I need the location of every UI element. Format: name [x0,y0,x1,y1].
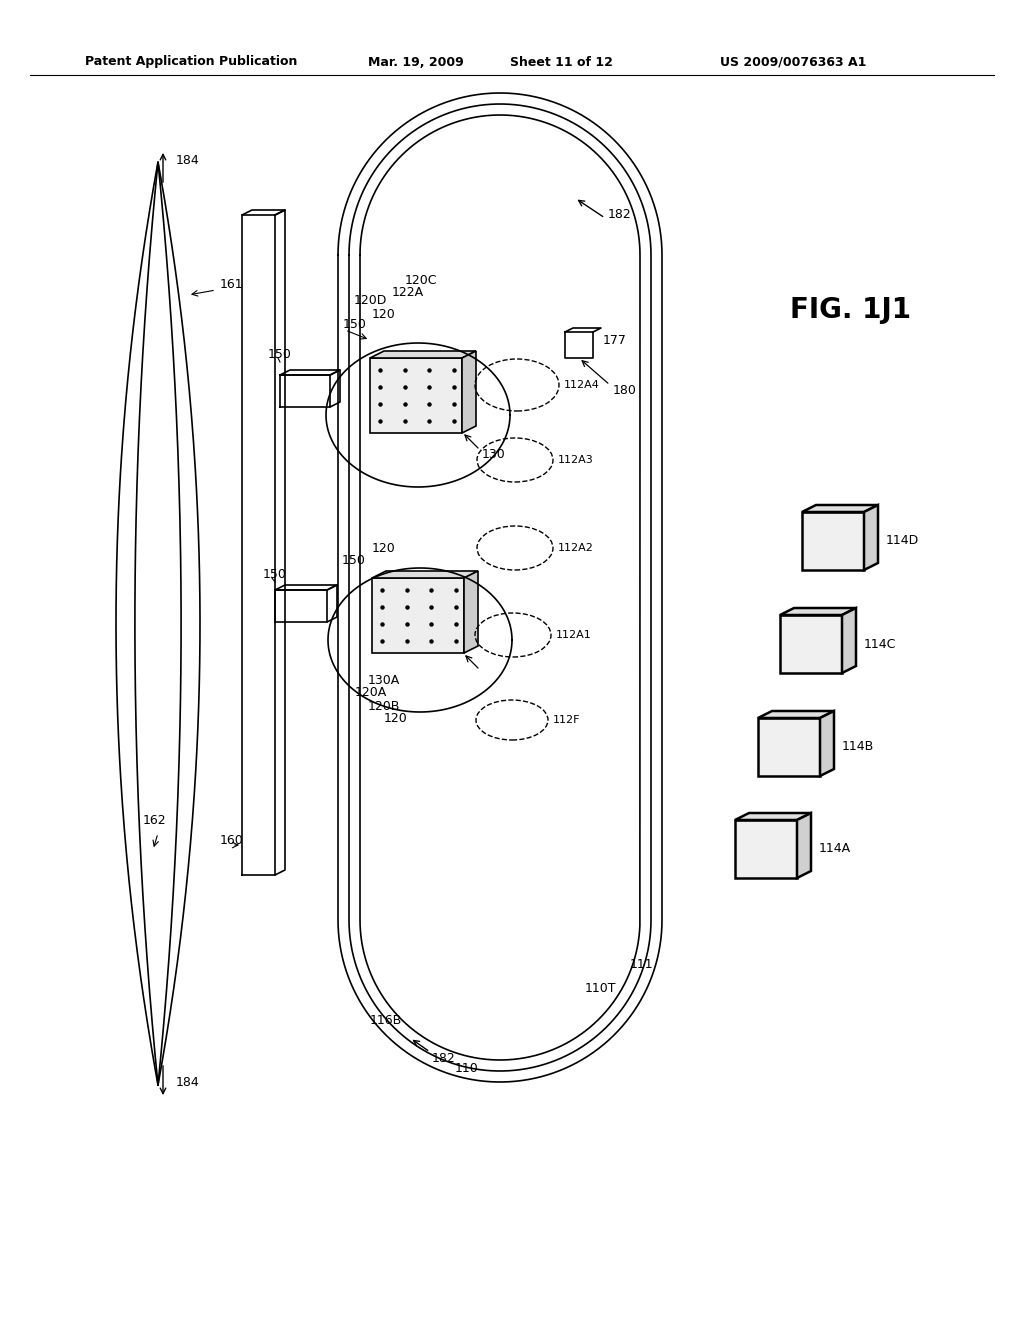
Text: 120: 120 [372,541,395,554]
Text: 120: 120 [384,711,408,725]
Polygon shape [372,578,464,653]
Text: 130: 130 [482,449,506,462]
Text: 110T: 110T [585,982,616,994]
Text: 114B: 114B [842,741,874,754]
Text: FIG. 1J1: FIG. 1J1 [790,296,911,323]
Text: 150: 150 [343,318,367,331]
Text: 112A3: 112A3 [558,455,594,465]
Text: 182: 182 [432,1052,456,1064]
Polygon shape [758,718,820,776]
Text: 111: 111 [630,958,653,972]
Polygon shape [864,506,878,570]
Text: 160: 160 [220,833,244,846]
Text: 120B: 120B [368,700,400,713]
Text: 184: 184 [176,153,200,166]
Text: 112A1: 112A1 [556,630,592,640]
Polygon shape [464,572,478,653]
Text: 182: 182 [608,209,632,222]
Text: 116B: 116B [370,1014,402,1027]
Text: 120C: 120C [406,273,437,286]
Text: 112A4: 112A4 [564,380,600,389]
Polygon shape [735,820,797,878]
Polygon shape [842,609,856,673]
Polygon shape [802,512,864,570]
Text: 114D: 114D [886,535,920,548]
Text: 120: 120 [372,308,395,321]
Text: 120D: 120D [354,293,387,306]
Polygon shape [372,572,478,578]
Polygon shape [370,358,462,433]
Text: 130A: 130A [368,673,400,686]
Text: 114A: 114A [819,842,851,855]
Polygon shape [735,813,811,820]
Text: 184: 184 [176,1076,200,1089]
Polygon shape [462,351,476,433]
Text: Sheet 11 of 12: Sheet 11 of 12 [510,55,613,69]
Text: Mar. 19, 2009: Mar. 19, 2009 [368,55,464,69]
Polygon shape [780,615,842,673]
Text: 110: 110 [455,1061,479,1074]
Text: 120A: 120A [355,686,387,700]
Text: US 2009/0076363 A1: US 2009/0076363 A1 [720,55,866,69]
Text: 180: 180 [613,384,637,396]
Text: 162: 162 [143,813,167,826]
Polygon shape [820,711,834,776]
Polygon shape [758,711,834,718]
Text: 161: 161 [220,279,244,292]
Text: Patent Application Publication: Patent Application Publication [85,55,297,69]
Polygon shape [802,506,878,512]
Text: 150: 150 [263,569,287,582]
Text: 122A: 122A [392,285,424,298]
Text: 177: 177 [603,334,627,346]
Text: 112F: 112F [553,715,581,725]
Polygon shape [797,813,811,878]
Polygon shape [780,609,856,615]
Text: 150: 150 [268,348,292,362]
Text: 112A2: 112A2 [558,543,594,553]
Text: 114C: 114C [864,638,896,651]
Polygon shape [370,351,476,358]
Text: 150: 150 [342,553,366,566]
